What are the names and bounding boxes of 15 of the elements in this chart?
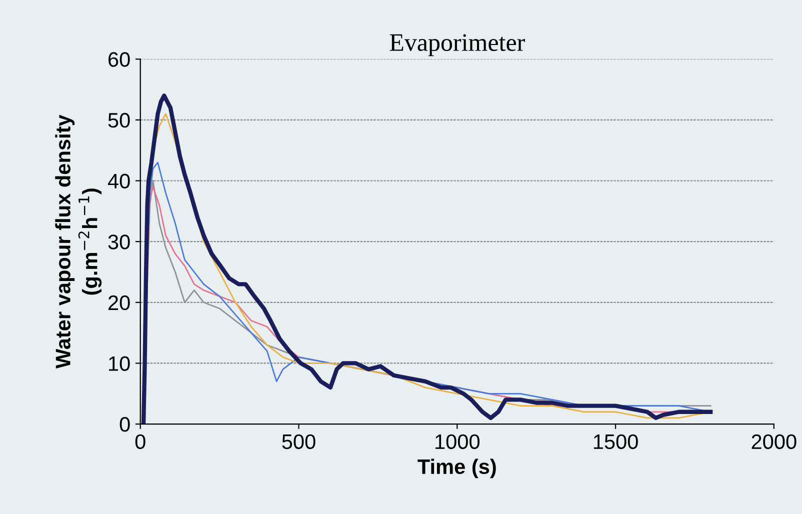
y-tick-label: 50: [108, 112, 130, 128]
x-tick-label: 500: [282, 434, 316, 450]
x-axis-title: Time (s): [418, 458, 496, 478]
y-tick-label: 40: [108, 174, 130, 189]
y-tick-label: 60: [108, 52, 130, 67]
y-tick-label: 0: [120, 417, 130, 432]
x-tick-label: 0: [135, 434, 146, 450]
x-tick-label: 1000: [436, 434, 480, 450]
y-tick-label: 20: [108, 295, 130, 310]
chart-title: Evaporimeter: [390, 34, 525, 56]
x-tick-label: 2000: [752, 434, 796, 450]
y-tick-label: 30: [108, 234, 130, 250]
y-tick-label: 10: [109, 356, 130, 371]
y-axis-title: Water vapour flux density (g.m$^{−2}$h$^{−1}$): [55, 114, 102, 368]
x-tick-label: 1500: [594, 434, 638, 450]
